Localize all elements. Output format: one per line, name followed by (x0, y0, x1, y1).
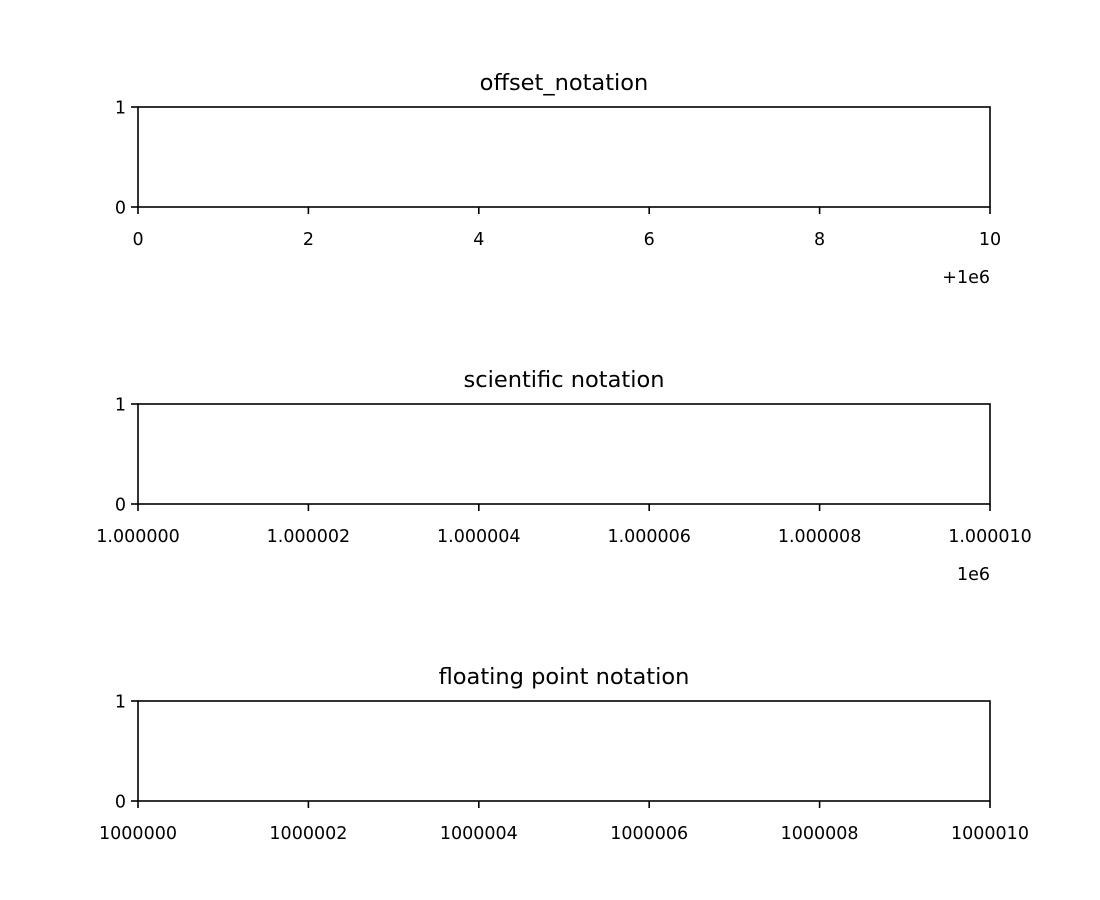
x-tick-label: 1.000008 (778, 527, 862, 547)
panel-floating-point-notation: floating point notation 1000000 1000002 10… (99, 664, 1029, 844)
y-tick-label: 0 (115, 199, 126, 219)
x-tick-label: 8 (814, 230, 825, 250)
y-tick-label: 1 (115, 99, 126, 119)
y-tick-label: 0 (115, 793, 126, 813)
x-offset-label: 1e6 (957, 565, 990, 585)
y-tick-label: 0 (115, 496, 126, 516)
axes-frame (137, 700, 991, 802)
x-tick-label: 10 (979, 230, 1001, 250)
axes-frame (137, 106, 991, 208)
x-offset-label: +1e6 (942, 268, 990, 288)
x-tick-label: 1.000004 (437, 527, 521, 547)
y-tick-label: 1 (115, 396, 126, 416)
panel-offset-notation: offset_notation 0 2 4 6 8 10 0 1 +1e6 (115, 70, 1001, 288)
x-tick-label: 0 (132, 230, 143, 250)
panel-title: floating point notation (439, 664, 690, 690)
ticks-group: 0 2 4 6 8 10 0 1 (115, 99, 1001, 251)
x-tick-label: 6 (644, 230, 655, 250)
x-tick-label: 1.000006 (607, 527, 691, 547)
ticks-group: 1.000000 1.000002 1.000004 1.000006 1.000008… (96, 396, 1032, 548)
x-tick-label: 1.000010 (948, 527, 1032, 547)
panel-title: scientific notation (464, 367, 665, 393)
x-tick-label: 1.000000 (96, 527, 180, 547)
x-tick-label: 1000000 (99, 824, 177, 844)
panel-scientific-notation: scientific notation 1.000000 1.000002 1.00… (96, 367, 1032, 585)
x-tick-label: 1000002 (269, 824, 347, 844)
y-tick-label: 1 (115, 693, 126, 713)
x-tick-label: 1000004 (440, 824, 518, 844)
x-tick-label: 1000006 (610, 824, 688, 844)
panel-title: offset_notation (480, 70, 649, 96)
axes-frame (137, 403, 991, 505)
ticks-group: 1000000 1000002 1000004 1000006 1000008 10000… (99, 693, 1029, 845)
x-tick-label: 1000010 (951, 824, 1029, 844)
x-tick-label: 4 (473, 230, 484, 250)
x-tick-label: 2 (303, 230, 314, 250)
x-tick-label: 1000008 (781, 824, 859, 844)
x-tick-label: 1.000002 (267, 527, 351, 547)
